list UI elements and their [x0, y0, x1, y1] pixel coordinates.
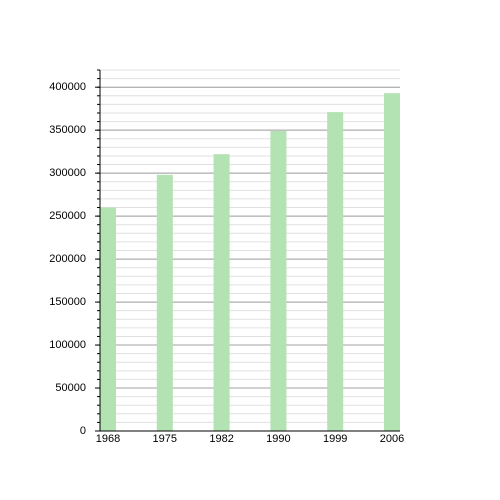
y-tick-label: 50000	[55, 382, 86, 394]
y-tick-label: 250000	[49, 210, 86, 222]
bar	[156, 174, 173, 431]
bar	[213, 154, 230, 431]
y-tick-label: 150000	[49, 296, 86, 308]
y-tick-label: 300000	[49, 167, 86, 179]
bar	[270, 131, 287, 431]
x-tick-label: 1975	[153, 433, 177, 445]
y-tick-label: 200000	[49, 253, 86, 265]
x-tick-label: 2006	[380, 433, 404, 445]
bar	[100, 207, 116, 431]
x-tick-label: 1982	[209, 433, 233, 445]
x-tick-label: 1999	[323, 433, 347, 445]
x-tick-label: 1968	[96, 433, 120, 445]
x-tick-label: 1990	[266, 433, 290, 445]
bar	[384, 93, 400, 431]
y-tick-label: 350000	[49, 124, 86, 136]
y-tick-label: 400000	[49, 81, 86, 93]
y-tick-label: 100000	[49, 339, 86, 351]
y-tick-label: 0	[80, 425, 86, 437]
bar	[327, 112, 344, 431]
